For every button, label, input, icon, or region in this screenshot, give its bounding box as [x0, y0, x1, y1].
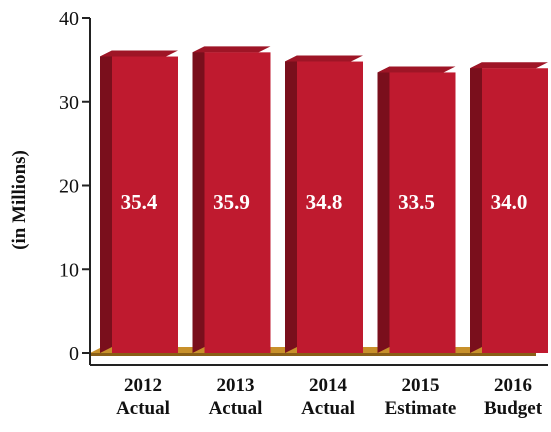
data-label: 34.0 — [491, 190, 528, 214]
data-label: 35.9 — [213, 190, 250, 214]
x-tick-label-type: Actual — [301, 398, 355, 419]
y-tick-label: 30 — [59, 92, 79, 114]
bar-side — [377, 66, 390, 353]
x-tick-label-year: 2014 — [309, 375, 348, 396]
x-tick-label-type: Budget — [484, 398, 543, 419]
y-tick-label: 0 — [69, 343, 79, 365]
data-label: 33.5 — [398, 190, 435, 214]
bar-side — [285, 55, 297, 354]
x-tick-label-type: Actual — [116, 398, 170, 419]
y-tick-label: 20 — [59, 176, 79, 198]
bar-top — [192, 46, 271, 53]
bar-front — [389, 72, 444, 353]
bar-front — [482, 68, 536, 353]
bar-top — [285, 55, 363, 62]
bar-front — [112, 56, 166, 354]
bar-front — [297, 61, 351, 354]
bar-side — [470, 62, 482, 353]
bar-top — [100, 50, 178, 57]
x-tick-label-type: Estimate — [385, 398, 457, 419]
floor-edge — [90, 353, 536, 356]
y-tick-label: 40 — [59, 8, 79, 30]
x-tick-label-year: 2016 — [494, 375, 532, 396]
x-tick-label-year: 2015 — [402, 375, 440, 396]
x-tick-label-year: 2013 — [217, 375, 255, 396]
bar-side — [192, 46, 205, 354]
bar-top — [470, 62, 548, 69]
data-label: 34.8 — [306, 190, 343, 214]
bar-top — [377, 66, 456, 73]
x-tick-label-type: Actual — [209, 398, 263, 419]
x-tick-label-year: 2012 — [124, 375, 162, 396]
y-tick-label: 10 — [59, 259, 79, 281]
bar-front — [204, 52, 259, 354]
data-label: 35.4 — [121, 190, 158, 214]
bar-side — [100, 50, 112, 354]
